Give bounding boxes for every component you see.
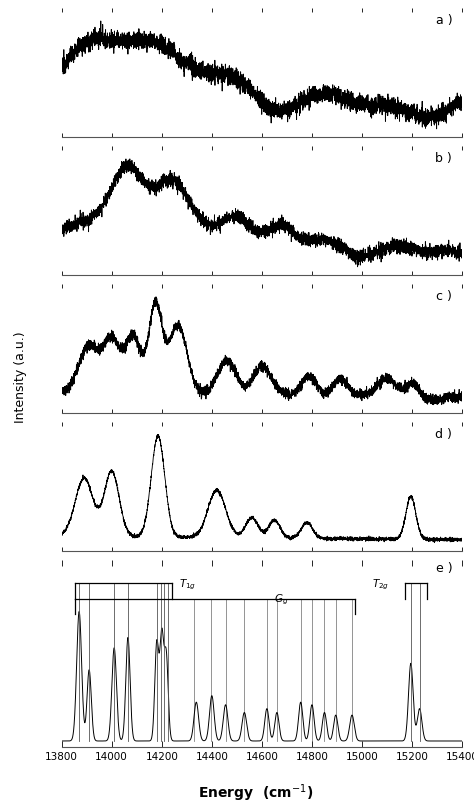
Text: Energy  (cm$^{-1}$): Energy (cm$^{-1}$) <box>198 783 314 802</box>
Text: $T_{2g}$: $T_{2g}$ <box>372 577 389 592</box>
Text: a ): a ) <box>436 14 452 27</box>
Text: b ): b ) <box>436 152 452 165</box>
Text: Intensity (a.u.): Intensity (a.u.) <box>14 331 27 423</box>
Text: $T_{1g}$: $T_{1g}$ <box>179 577 197 592</box>
Text: e ): e ) <box>436 561 452 574</box>
Text: c ): c ) <box>436 290 452 303</box>
Text: d ): d ) <box>435 428 452 441</box>
Text: $G_g$: $G_g$ <box>274 593 289 607</box>
